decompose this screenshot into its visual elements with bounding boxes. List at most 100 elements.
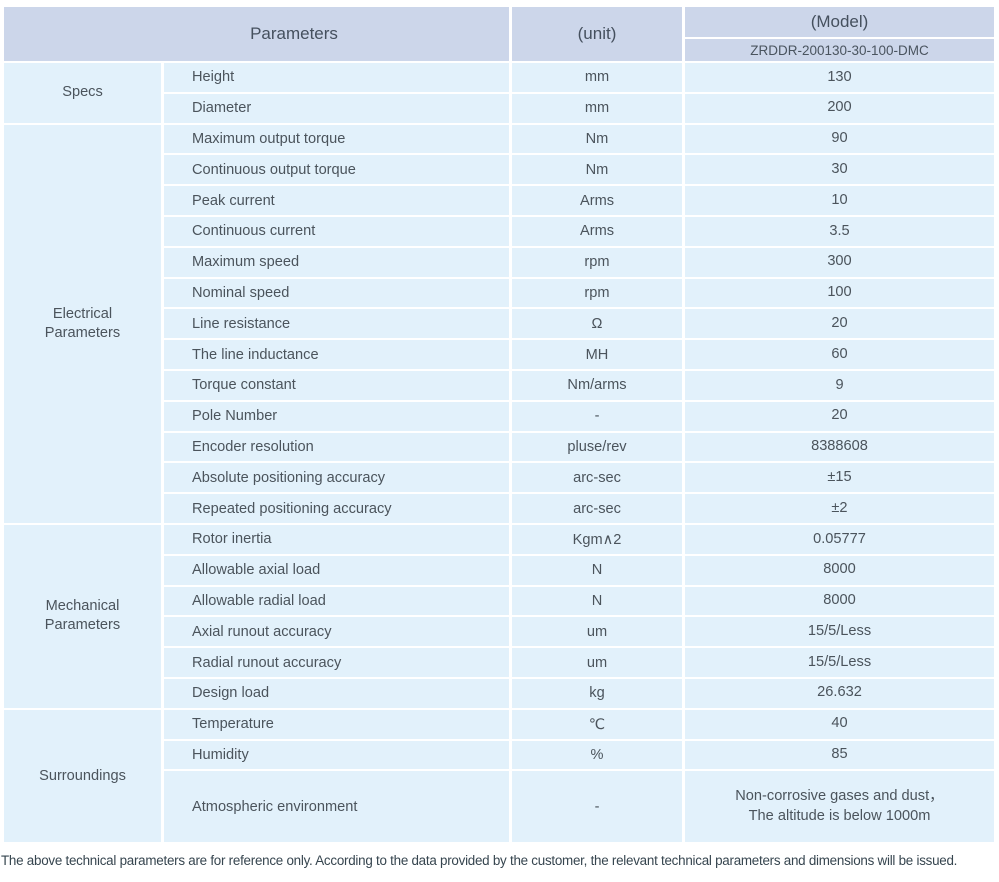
value-cell: 130: [685, 63, 994, 92]
param-cell: Repeated positioning accuracy: [164, 494, 509, 523]
table-row: Axial runout accuracy um 15/5/Less: [4, 617, 994, 647]
footnote: The above technical parameters are for r…: [1, 853, 958, 869]
spec-table: Parameters (unit) (Model) ZRDDR-200130-3…: [1, 5, 997, 844]
param-cell: Allowable radial load: [164, 586, 509, 616]
unit-cell: arc-sec: [512, 494, 682, 523]
table-row: Pole Number - 20: [4, 401, 994, 431]
header-row: Parameters (unit) (Model): [4, 7, 994, 61]
param-cell: Nominal speed: [164, 278, 509, 308]
param-cell: The line inductance: [164, 340, 509, 369]
table-row: Surroundings Temperature ℃ 40: [4, 709, 994, 843]
table-row: Continuous current Arms 3.5: [4, 216, 994, 246]
param-cell: Axial runout accuracy: [164, 617, 509, 647]
unit-cell: arc-sec: [512, 463, 682, 493]
param-cell: Continuous current: [164, 216, 509, 246]
unit-cell: -: [512, 401, 682, 431]
table-row: Mechanical Parameters Rotor inertia Kgm∧…: [4, 524, 994, 708]
unit-cell: MH: [512, 340, 682, 369]
parameters-header: Parameters: [4, 7, 509, 61]
table-row: Design load kg 26.632: [4, 678, 994, 708]
table-row: Allowable axial load N 8000: [4, 555, 994, 585]
value-cell: 200: [685, 93, 994, 123]
param-cell: Maximum speed: [164, 247, 509, 277]
value-cell: 40: [685, 709, 994, 739]
value-cell: 300: [685, 247, 994, 277]
param-cell: Line resistance: [164, 309, 509, 339]
table-row: Specs Height mm 130: [4, 63, 994, 123]
category-cell-specs: Specs: [4, 63, 161, 123]
value-cell: Non-corrosive gases and dust， The altitu…: [685, 771, 994, 843]
table-row: Atmospheric environment - Non-corrosive …: [4, 771, 994, 843]
param-cell: Encoder resolution: [164, 432, 509, 462]
unit-cell: Nm/arms: [512, 370, 682, 400]
param-cell: Absolute positioning accuracy: [164, 463, 509, 493]
table-row: Humidity % 85: [4, 740, 994, 770]
table-row: Electrical Parameters Maximum output tor…: [4, 124, 994, 523]
table-row: Radial runout accuracy um 15/5/Less: [4, 648, 994, 677]
value-cell: 10: [685, 186, 994, 215]
param-cell: Pole Number: [164, 401, 509, 431]
value-cell: 90: [685, 124, 994, 154]
param-cell: Temperature: [164, 709, 509, 739]
table-row: Absolute positioning accuracy arc-sec ±1…: [4, 463, 994, 493]
value-cell: ±2: [685, 494, 994, 523]
table-row: Continuous output torque Nm 30: [4, 155, 994, 185]
table-row: Torque constant Nm/arms 9: [4, 370, 994, 400]
value-cell: 8000: [685, 555, 994, 585]
value-cell: 8000: [685, 586, 994, 616]
param-cell: Humidity: [164, 740, 509, 770]
unit-cell: Ω: [512, 309, 682, 339]
table-row: Line resistance Ω 20: [4, 309, 994, 339]
value-cell: ±15: [685, 463, 994, 493]
unit-cell: Arms: [512, 216, 682, 246]
unit-cell: um: [512, 617, 682, 647]
unit-cell: kg: [512, 678, 682, 708]
unit-cell: N: [512, 555, 682, 585]
param-cell: Torque constant: [164, 370, 509, 400]
param-cell: Continuous output torque: [164, 155, 509, 185]
value-cell: 3.5: [685, 216, 994, 246]
value-cell: 15/5/Less: [685, 617, 994, 647]
unit-cell: -: [512, 771, 682, 843]
table-row: Peak current Arms 10: [4, 186, 994, 215]
table-row: Nominal speed rpm 100: [4, 278, 994, 308]
header-model-row: ZRDDR-200130-30-100-DMC: [4, 39, 994, 61]
param-cell: Diameter: [164, 93, 509, 123]
param-cell: Height: [164, 63, 509, 92]
value-cell: 85: [685, 740, 994, 770]
unit-cell: Nm: [512, 124, 682, 154]
unit-cell: Arms: [512, 186, 682, 215]
table-row: Diameter mm 200: [4, 93, 994, 123]
model-header: (Model): [685, 7, 994, 37]
param-cell: Atmospheric environment: [164, 771, 509, 843]
unit-cell: mm: [512, 93, 682, 123]
param-cell: Peak current: [164, 186, 509, 215]
unit-cell: ℃: [512, 709, 682, 739]
table-row: Repeated positioning accuracy arc-sec ±2: [4, 494, 994, 523]
value-cell: 26.632: [685, 678, 994, 708]
category-cell-mechanical: Mechanical Parameters: [4, 524, 161, 708]
value-cell: 100: [685, 278, 994, 308]
model-number: ZRDDR-200130-30-100-DMC: [685, 39, 994, 61]
unit-cell: rpm: [512, 278, 682, 308]
param-cell: Rotor inertia: [164, 524, 509, 554]
unit-cell: Nm: [512, 155, 682, 185]
value-cell: 8388608: [685, 432, 994, 462]
value-cell: 60: [685, 340, 994, 369]
unit-cell: mm: [512, 63, 682, 92]
table-row: Maximum speed rpm 300: [4, 247, 994, 277]
unit-cell: Kgm∧2: [512, 524, 682, 554]
unit-cell: um: [512, 648, 682, 677]
table-row: Allowable radial load N 8000: [4, 586, 994, 616]
value-cell: 9: [685, 370, 994, 400]
category-cell-surroundings: Surroundings: [4, 709, 161, 843]
param-cell: Maximum output torque: [164, 124, 509, 154]
param-cell: Design load: [164, 678, 509, 708]
table-row: The line inductance MH 60: [4, 340, 994, 369]
value-cell: 15/5/Less: [685, 648, 994, 677]
unit-cell: N: [512, 586, 682, 616]
unit-cell: pluse/rev: [512, 432, 682, 462]
unit-cell: %: [512, 740, 682, 770]
value-cell: 20: [685, 309, 994, 339]
